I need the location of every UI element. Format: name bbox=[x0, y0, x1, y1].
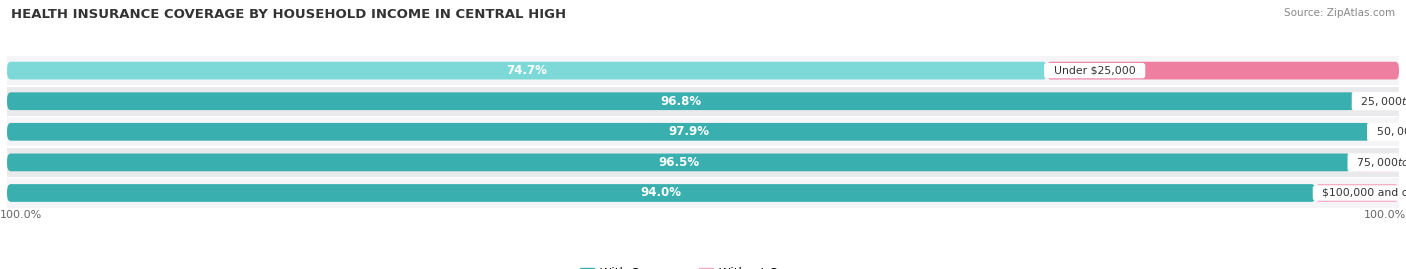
Bar bbox=[7, 148, 1399, 177]
Legend: With Coverage, Without Coverage: With Coverage, Without Coverage bbox=[575, 263, 831, 269]
FancyBboxPatch shape bbox=[1316, 184, 1399, 202]
Text: $75,000 to $99,999: $75,000 to $99,999 bbox=[1350, 156, 1406, 169]
Bar bbox=[7, 87, 1399, 116]
Text: $100,000 and over: $100,000 and over bbox=[1316, 188, 1406, 198]
FancyBboxPatch shape bbox=[1047, 62, 1399, 80]
Bar bbox=[7, 117, 1399, 146]
FancyBboxPatch shape bbox=[7, 154, 1350, 171]
Bar bbox=[7, 56, 1399, 85]
Text: $50,000 to $74,999: $50,000 to $74,999 bbox=[1369, 125, 1406, 138]
Bar bbox=[7, 178, 1399, 207]
FancyBboxPatch shape bbox=[7, 62, 1047, 80]
Text: 100.0%: 100.0% bbox=[0, 210, 42, 220]
Text: Source: ZipAtlas.com: Source: ZipAtlas.com bbox=[1284, 8, 1395, 18]
Text: 74.7%: 74.7% bbox=[506, 64, 547, 77]
Text: 100.0%: 100.0% bbox=[1364, 210, 1406, 220]
Text: 96.5%: 96.5% bbox=[658, 156, 699, 169]
FancyBboxPatch shape bbox=[7, 123, 1369, 141]
FancyBboxPatch shape bbox=[1354, 92, 1399, 110]
Text: 96.8%: 96.8% bbox=[661, 95, 702, 108]
Text: 94.0%: 94.0% bbox=[641, 186, 682, 200]
Text: $25,000 to $49,999: $25,000 to $49,999 bbox=[1354, 95, 1406, 108]
FancyBboxPatch shape bbox=[1369, 123, 1399, 141]
FancyBboxPatch shape bbox=[7, 92, 1354, 110]
Text: 97.9%: 97.9% bbox=[668, 125, 709, 138]
Text: Under $25,000: Under $25,000 bbox=[1047, 66, 1143, 76]
FancyBboxPatch shape bbox=[7, 184, 1316, 202]
FancyBboxPatch shape bbox=[1350, 154, 1400, 171]
Text: HEALTH INSURANCE COVERAGE BY HOUSEHOLD INCOME IN CENTRAL HIGH: HEALTH INSURANCE COVERAGE BY HOUSEHOLD I… bbox=[11, 8, 567, 21]
